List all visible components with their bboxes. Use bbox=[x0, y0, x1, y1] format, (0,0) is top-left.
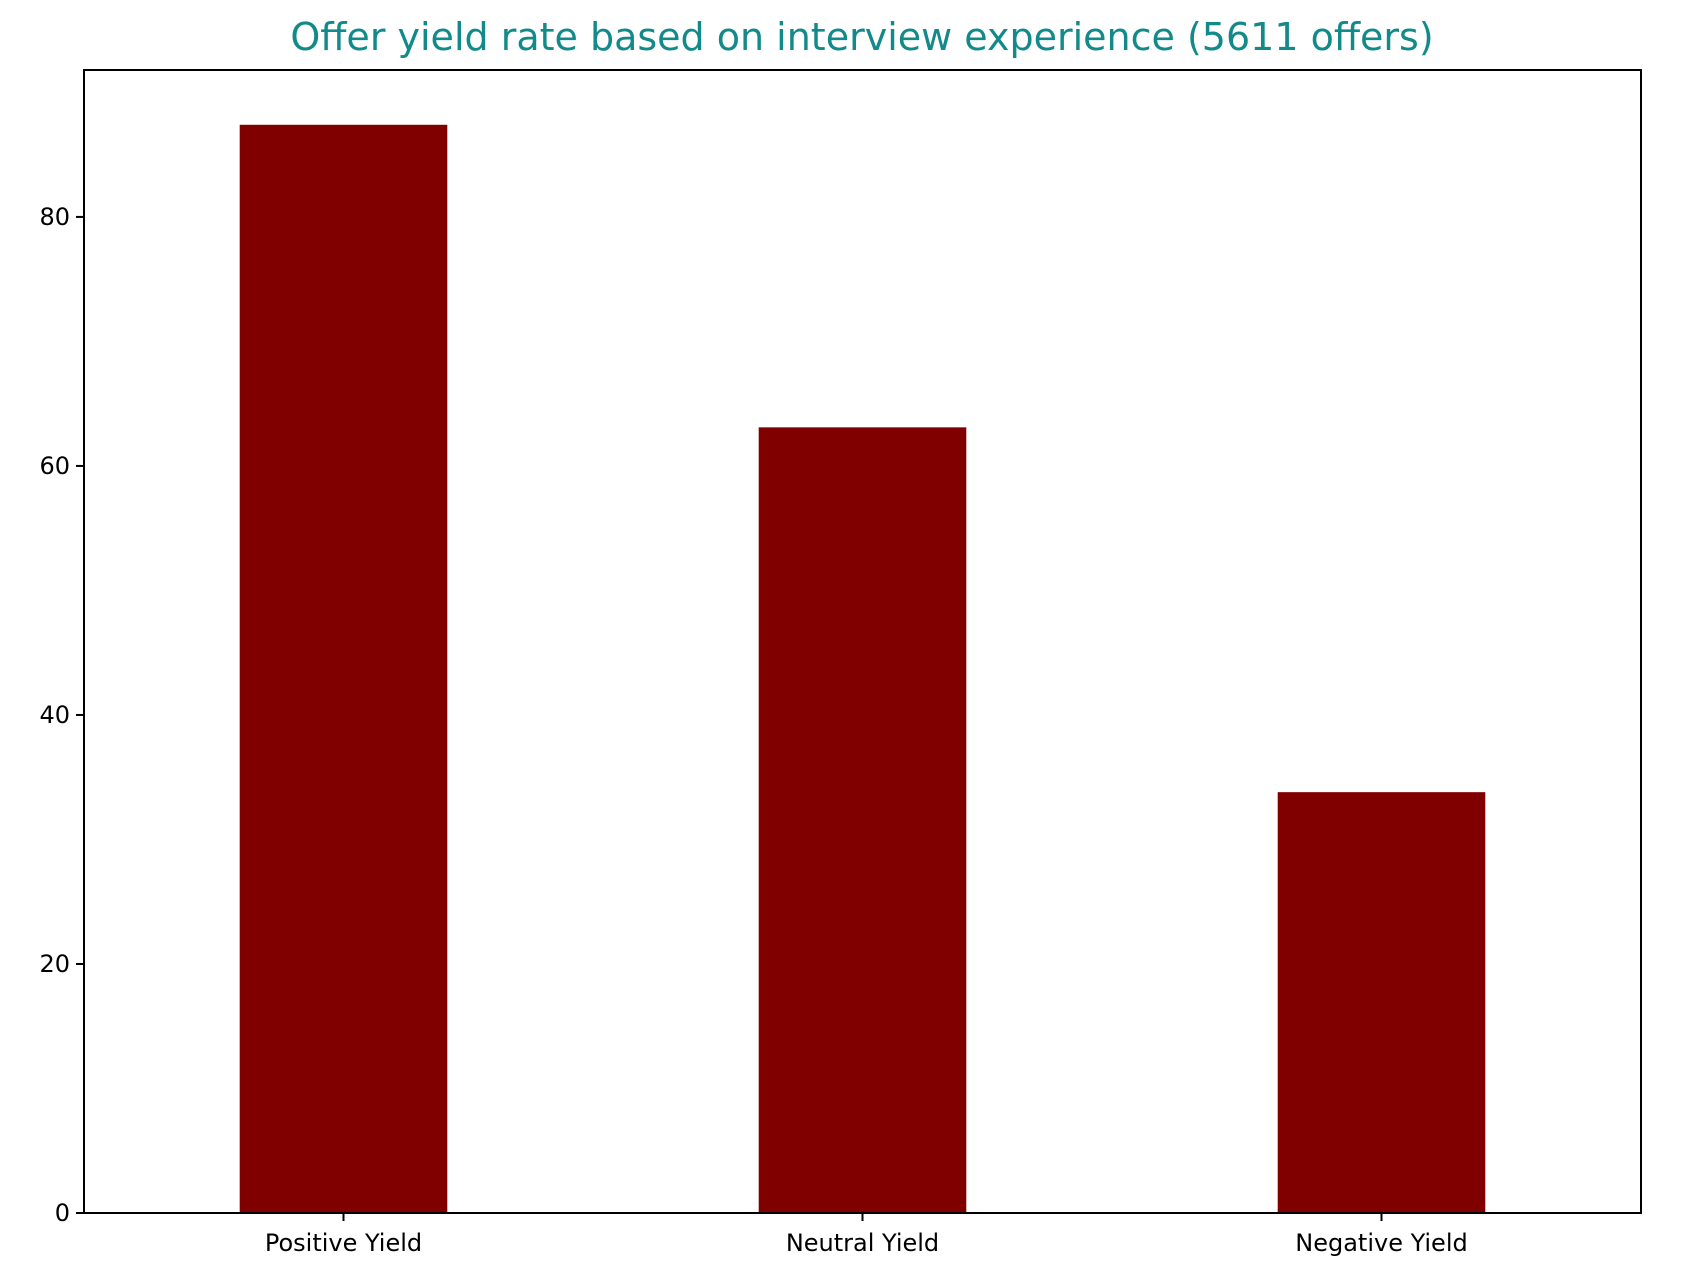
y-tick-label: 20 bbox=[39, 950, 70, 978]
bar-positive-yield bbox=[239, 124, 448, 1214]
x-tick-label: Positive Yield bbox=[265, 1229, 422, 1257]
chart-title: Offer yield rate based on interview expe… bbox=[290, 15, 1433, 59]
y-tick-label: 40 bbox=[39, 701, 70, 729]
y-tick-label: 0 bbox=[55, 1199, 70, 1227]
y-axis: 0 20 40 60 80 bbox=[39, 203, 84, 1227]
x-axis: Positive Yield Neutral Yield Negative Yiel… bbox=[265, 1213, 1468, 1257]
x-tick-label: Neutral Yield bbox=[786, 1229, 939, 1257]
bar-neutral-yield bbox=[758, 427, 967, 1213]
bar-negative-yield bbox=[1277, 792, 1486, 1213]
y-tick-label: 60 bbox=[39, 452, 70, 480]
x-tick-label: Negative Yield bbox=[1295, 1229, 1467, 1257]
bars-layer bbox=[239, 124, 1486, 1214]
y-tick-label: 80 bbox=[39, 203, 70, 231]
